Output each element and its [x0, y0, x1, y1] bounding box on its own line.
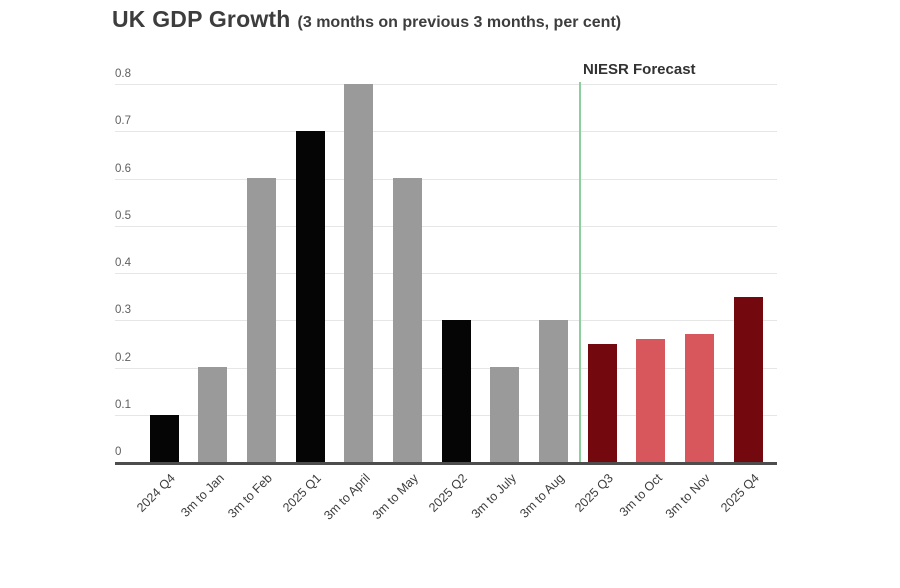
y-axis-tick-label: 0.6: [115, 162, 131, 175]
chart-subtitle: (3 months on previous 3 months, per cent…: [297, 14, 622, 31]
gridline: [115, 84, 777, 85]
y-axis-tick-label: 0.7: [115, 115, 131, 128]
gridline: [115, 131, 777, 133]
gridline: [115, 225, 777, 227]
gdp-growth-chart: UK GDP Growth (3 months on previous 3 mon…: [112, 6, 777, 523]
y-axis-tick-label: 0.2: [115, 351, 131, 364]
y-axis-tick-label: 0.1: [115, 398, 131, 411]
bar-2025-q1: [296, 131, 325, 462]
bar-2025-q4: [734, 297, 763, 462]
y-axis-tick-label: 0.5: [115, 209, 131, 222]
y-axis-tick-label: 0: [115, 446, 122, 458]
bar-3m-to-feb: [247, 178, 276, 462]
bar-3m-to-jan: [198, 367, 227, 462]
gridline: [115, 273, 777, 274]
bar-3m-to-april: [344, 84, 373, 462]
bar-3m-to-nov: [685, 334, 714, 462]
bar-3m-to-may: [393, 178, 422, 462]
bar-3m-to-aug: [539, 320, 568, 462]
chart-header: UK GDP Growth (3 months on previous 3 mon…: [112, 6, 621, 33]
forecast-divider-line: [579, 82, 581, 462]
y-axis-tick-label: 0.8: [115, 68, 131, 80]
y-axis-tick-label: 0.3: [115, 304, 131, 317]
bar-3m-to-july: [490, 367, 519, 462]
y-axis-tick-label: 0.4: [115, 257, 131, 269]
gridline: [115, 178, 777, 180]
forecast-label: NIESR Forecast: [583, 61, 696, 78]
x-axis-line: [115, 462, 777, 465]
bar-2025-q2: [442, 320, 471, 462]
chart-title: UK GDP Growth: [112, 6, 291, 32]
bar-2024-q4: [150, 415, 179, 462]
bar-3m-to-oct: [636, 339, 665, 462]
bar-2025-q3: [588, 344, 617, 462]
